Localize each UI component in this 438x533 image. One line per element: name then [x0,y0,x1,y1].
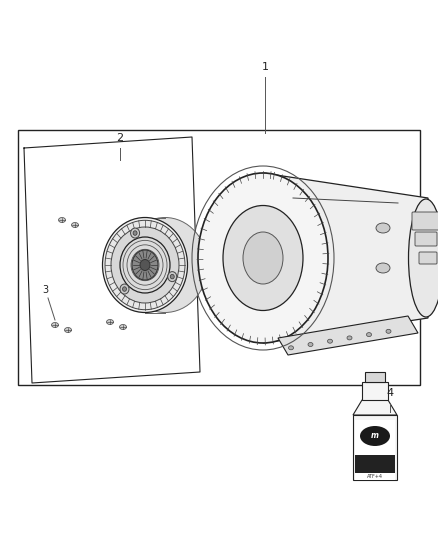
Ellipse shape [133,231,137,235]
Ellipse shape [102,217,187,312]
Ellipse shape [120,325,127,329]
Ellipse shape [105,220,185,310]
Ellipse shape [367,333,371,337]
Ellipse shape [170,274,174,279]
Text: 4: 4 [386,388,394,398]
Text: 2: 2 [117,133,124,143]
Ellipse shape [111,227,179,303]
Polygon shape [353,400,397,415]
Polygon shape [263,173,428,343]
Ellipse shape [328,339,332,343]
Ellipse shape [131,228,140,238]
FancyBboxPatch shape [419,252,437,264]
Bar [353,415,397,480]
Ellipse shape [71,222,78,228]
Ellipse shape [243,232,283,284]
Ellipse shape [198,173,328,343]
Text: m: m [371,432,379,440]
Ellipse shape [120,237,170,293]
Ellipse shape [123,287,127,292]
Ellipse shape [64,327,71,333]
FancyBboxPatch shape [412,212,438,230]
Bar [355,455,395,473]
Ellipse shape [106,319,113,325]
Ellipse shape [308,343,313,346]
Text: 1: 1 [261,62,268,72]
Ellipse shape [289,346,293,350]
Bar [365,372,385,382]
Bar [355,420,395,455]
Polygon shape [278,316,418,355]
Text: ATF+4: ATF+4 [367,474,383,479]
Ellipse shape [132,250,158,280]
Text: 3: 3 [42,285,48,295]
Ellipse shape [120,284,129,294]
Ellipse shape [140,260,150,271]
Bar [362,382,388,400]
Bar [355,473,395,480]
Bar [18,130,420,385]
Ellipse shape [386,329,391,333]
Ellipse shape [376,263,390,273]
Ellipse shape [360,426,390,446]
Ellipse shape [376,223,390,233]
Ellipse shape [52,322,59,327]
Ellipse shape [59,217,66,222]
Ellipse shape [123,217,208,312]
Ellipse shape [168,272,177,281]
FancyBboxPatch shape [415,232,437,246]
Ellipse shape [409,199,438,317]
Ellipse shape [223,206,303,311]
Ellipse shape [347,336,352,340]
